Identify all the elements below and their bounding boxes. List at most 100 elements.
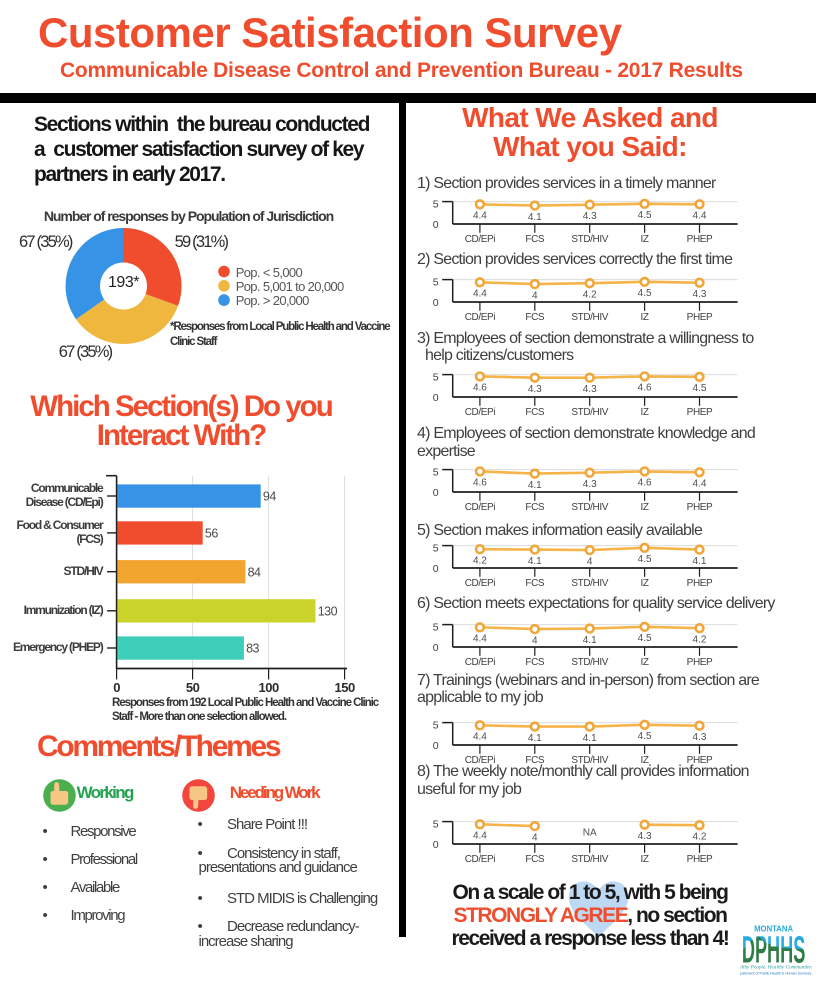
svg-text:PHEP: PHEP — [687, 854, 713, 865]
svg-text:4.3: 4.3 — [583, 479, 597, 490]
svg-text:5: 5 — [433, 467, 439, 479]
svg-text:PHEP: PHEP — [687, 502, 713, 513]
svg-text:IZ: IZ — [641, 755, 649, 766]
svg-text:4.4: 4.4 — [473, 634, 487, 645]
svg-text:56: 56 — [205, 527, 218, 541]
svg-text:PHEP: PHEP — [687, 657, 713, 668]
svg-text:4.5: 4.5 — [638, 554, 652, 565]
svg-text:5: 5 — [433, 719, 439, 731]
svg-text:STD/HIV: STD/HIV — [571, 657, 608, 668]
svg-text:4: 4 — [587, 556, 593, 567]
svg-text:4.5: 4.5 — [638, 288, 652, 299]
svg-text:4.6: 4.6 — [638, 383, 652, 394]
svg-text:130: 130 — [318, 605, 338, 619]
svg-text:4.2: 4.2 — [473, 555, 487, 566]
svg-text:STD/HIV: STD/HIV — [571, 407, 608, 418]
svg-text:4.3: 4.3 — [583, 384, 597, 395]
svg-text:CD/EPi: CD/EPi — [465, 755, 496, 766]
svg-text:4.5: 4.5 — [638, 210, 652, 221]
svg-text:5: 5 — [433, 818, 439, 830]
svg-text:PHEP: PHEP — [687, 234, 713, 245]
svg-text:CD/EPi: CD/EPi — [465, 578, 496, 589]
svg-text:PHEP: PHEP — [687, 312, 713, 323]
svg-text:PHEP: PHEP — [687, 407, 713, 418]
svg-text:CD/EPi: CD/EPi — [465, 407, 496, 418]
svg-text:CD/EPi: CD/EPi — [465, 502, 496, 513]
svg-text:FCS: FCS — [525, 578, 545, 589]
svg-text:4: 4 — [532, 635, 538, 646]
svg-text:FCS: FCS — [525, 407, 545, 418]
svg-text:5: 5 — [433, 542, 439, 554]
svg-text:83: 83 — [246, 642, 259, 656]
svg-text:CD/EPi: CD/EPi — [465, 234, 496, 245]
svg-text:5: 5 — [433, 621, 439, 633]
svg-text:4.1: 4.1 — [528, 556, 542, 567]
svg-text:STD/HIV: STD/HIV — [571, 755, 608, 766]
svg-text:0: 0 — [113, 680, 120, 695]
svg-text:4.1: 4.1 — [583, 635, 597, 646]
svg-text:4.3: 4.3 — [693, 289, 707, 300]
svg-text:IZ: IZ — [641, 578, 649, 589]
svg-text:0: 0 — [433, 563, 439, 575]
svg-text:4.4: 4.4 — [473, 289, 487, 300]
svg-text:4.6: 4.6 — [473, 383, 487, 394]
svg-text:CD/EPi: CD/EPi — [465, 657, 496, 668]
svg-text:4: 4 — [532, 290, 538, 301]
svg-text:5: 5 — [433, 276, 439, 288]
svg-text:STD/HIV: STD/HIV — [571, 312, 608, 323]
svg-text:Department of Public Health &: Department of Public Health & Human Serv… — [740, 972, 812, 976]
svg-text:FCS: FCS — [525, 502, 545, 513]
svg-text:4.3: 4.3 — [693, 732, 707, 743]
svg-text:4.2: 4.2 — [583, 289, 597, 300]
svg-text:4: 4 — [532, 832, 538, 843]
svg-text:IZ: IZ — [641, 312, 649, 323]
svg-text:100: 100 — [258, 680, 278, 695]
svg-text:Healthy People. Healthy Commun: Healthy People. Healthy Communities. — [740, 965, 812, 971]
svg-text:0: 0 — [433, 642, 439, 654]
svg-text:STD/HIV: STD/HIV — [571, 854, 608, 865]
svg-text:4.4: 4.4 — [473, 731, 487, 742]
svg-text:0: 0 — [433, 297, 439, 309]
svg-text:4.3: 4.3 — [583, 211, 597, 222]
svg-text:FCS: FCS — [525, 312, 545, 323]
svg-text:150: 150 — [334, 680, 354, 695]
svg-text:4.2: 4.2 — [693, 634, 707, 645]
svg-text:4.1: 4.1 — [528, 733, 542, 744]
svg-text:4.1: 4.1 — [693, 556, 707, 567]
svg-text:NA: NA — [583, 827, 597, 838]
svg-text:IZ: IZ — [641, 854, 649, 865]
svg-text:4.4: 4.4 — [693, 479, 707, 490]
svg-text:4.4: 4.4 — [693, 210, 707, 221]
svg-text:0: 0 — [433, 392, 439, 404]
svg-text:FCS: FCS — [525, 657, 545, 668]
svg-text:PHEP: PHEP — [687, 755, 713, 766]
svg-text:50: 50 — [186, 680, 200, 695]
svg-text:4.5: 4.5 — [638, 731, 652, 742]
svg-text:0: 0 — [433, 487, 439, 499]
svg-text:5: 5 — [433, 372, 439, 384]
svg-text:4.2: 4.2 — [693, 832, 707, 843]
svg-text:4.5: 4.5 — [638, 633, 652, 644]
svg-text:0: 0 — [433, 740, 439, 752]
svg-text:84: 84 — [248, 565, 261, 579]
svg-text:4.1: 4.1 — [528, 211, 542, 222]
svg-text:IZ: IZ — [641, 407, 649, 418]
svg-text:PHEP: PHEP — [687, 578, 713, 589]
svg-text:4.4: 4.4 — [473, 210, 487, 221]
svg-text:0: 0 — [433, 219, 439, 231]
svg-text:FCS: FCS — [525, 854, 545, 865]
svg-text:IZ: IZ — [641, 502, 649, 513]
svg-text:5: 5 — [433, 198, 439, 210]
svg-text:CD/EPi: CD/EPi — [465, 312, 496, 323]
svg-text:4.6: 4.6 — [638, 478, 652, 489]
svg-text:IZ: IZ — [641, 234, 649, 245]
svg-text:4.5: 4.5 — [693, 383, 707, 394]
svg-text:FCS: FCS — [525, 234, 545, 245]
svg-text:FCS: FCS — [525, 755, 545, 766]
svg-text:4.1: 4.1 — [528, 480, 542, 491]
svg-text:0: 0 — [433, 839, 439, 851]
svg-text:CD/EPi: CD/EPi — [465, 854, 496, 865]
svg-text:STD/HIV: STD/HIV — [571, 578, 608, 589]
svg-text:94: 94 — [263, 490, 276, 504]
svg-text:4.1: 4.1 — [583, 733, 597, 744]
